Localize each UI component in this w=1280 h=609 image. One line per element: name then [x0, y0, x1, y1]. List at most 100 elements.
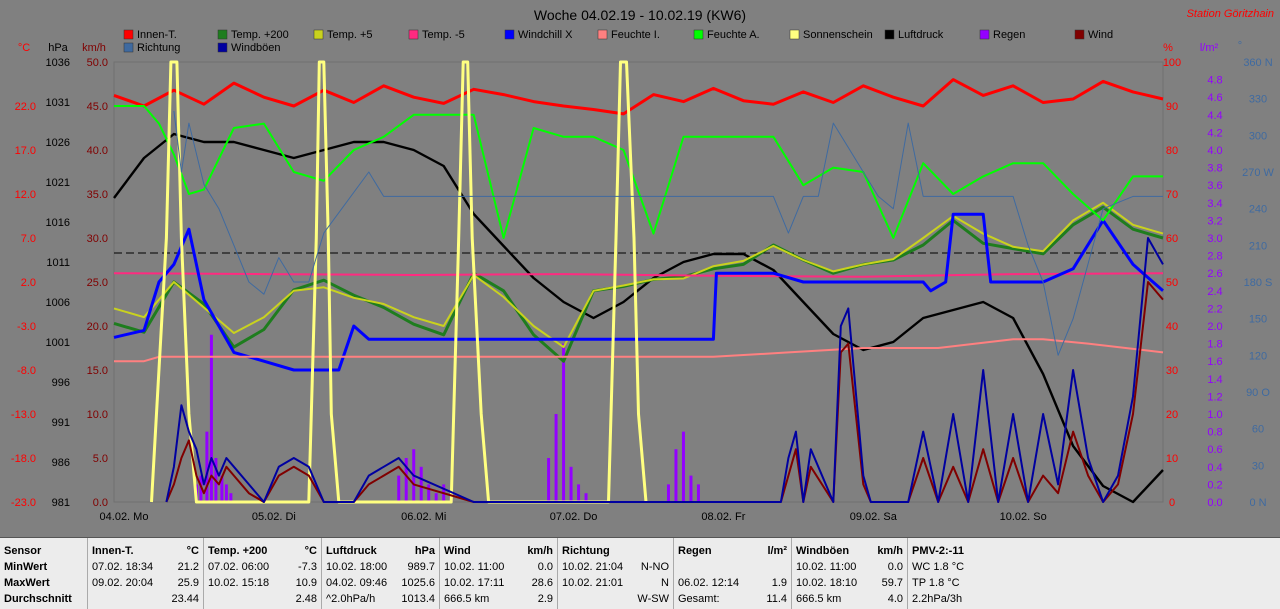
lm2-tick-label: 3.4: [1207, 198, 1222, 210]
percent-tick-label: 60: [1166, 233, 1178, 245]
legend-label: Windchill X: [518, 29, 573, 41]
series-line-feuchte_i: [114, 338, 1164, 363]
direction-tick-label: 30: [1252, 460, 1264, 472]
hpa-tick-label: 1021: [46, 177, 70, 189]
kmh-tick-label: 10.0: [87, 409, 108, 421]
celsius-tick-label: -8.0: [17, 365, 36, 377]
direction-tick-label: 180 S: [1244, 277, 1273, 289]
lm2-tick-label: 1.0: [1207, 409, 1222, 421]
stats-time: 10.02. 11:00: [796, 561, 857, 573]
celsius-tick-label: 7.0: [21, 233, 36, 245]
stats-value: 2.9: [537, 593, 553, 605]
legend-swatch: [217, 29, 228, 40]
percent-tick-label: 70: [1166, 189, 1178, 201]
celsius-tick-label: 12.0: [15, 189, 36, 201]
legend-label: Sonnenschein: [803, 29, 873, 41]
celsius-tick-label: 17.0: [15, 145, 36, 157]
celsius-tick-label: -13.0: [11, 409, 36, 421]
legend-swatch: [217, 42, 228, 53]
stats-time: 06.02. 12:14: [678, 577, 740, 589]
stats-value: 21.2: [177, 561, 199, 573]
percent-tick-label: 0: [1169, 497, 1175, 509]
stats-header: Temp. +200: [208, 545, 268, 557]
stats-time: 666.5 km: [444, 593, 490, 605]
stats-time: [208, 591, 296, 607]
stats-time: 10.02. 18:00: [326, 561, 388, 573]
stats-row-label: MaxWert: [4, 577, 50, 589]
stats-col-richtung: Richtung 10.02. 21:04 N-NO 10.02. 21:01 N …: [558, 538, 674, 609]
celsius-tick-label: -23.0: [11, 497, 36, 509]
lm2-tick-label: 0.8: [1207, 427, 1222, 439]
percent-tick-label: 80: [1166, 145, 1178, 157]
legend-label: Temp. +200: [231, 29, 289, 41]
legend-label: Regen: [993, 29, 1025, 41]
legend-swatch: [123, 42, 134, 53]
legend-label: Innen-T.: [137, 29, 177, 41]
unit-hpa: hPa: [48, 42, 68, 54]
stats-value: 23.44: [171, 593, 199, 605]
series-line-feuchte_a: [114, 105, 1163, 239]
lm2-tick-label: 2.6: [1207, 268, 1222, 280]
x-tick-label: 08.02. Fr: [701, 511, 745, 523]
stats-value: 28.6: [531, 577, 553, 589]
lm2-tick-label: 1.8: [1207, 339, 1222, 351]
direction-tick-label: 270 W: [1242, 167, 1274, 179]
stats-unit: km/h: [877, 545, 903, 557]
stats-time: ^2.0hPa/h: [326, 593, 376, 605]
percent-tick-label: 90: [1166, 101, 1178, 113]
hpa-tick-label: 1016: [46, 217, 70, 229]
stats-header: Luftdruck: [326, 545, 377, 557]
legend-swatch: [1074, 29, 1085, 40]
series-line-richtung: [173, 110, 1163, 356]
kmh-tick-label: 0.0: [93, 497, 108, 509]
lm2-tick-label: 4.4: [1207, 110, 1222, 122]
stats-time: TP 1.8 °C: [912, 577, 960, 589]
x-tick-label: 04.02. Mo: [100, 511, 149, 523]
x-tick-label: 05.02. Di: [252, 511, 296, 523]
x-tick-label: 10.02. So: [1000, 511, 1047, 523]
x-tick-label: 07.02. Do: [550, 511, 598, 523]
direction-tick-label: 210: [1249, 240, 1267, 252]
stats-time: WC 1.8 °C: [912, 561, 965, 573]
stats-value: 2.48: [295, 593, 317, 605]
kmh-tick-label: 25.0: [87, 277, 108, 289]
stats-time: 09.02. 20:04: [92, 577, 154, 589]
x-tick-label: 09.02. Sa: [850, 511, 898, 523]
stats-time: 666.5 km: [796, 593, 842, 605]
percent-tick-label: 10: [1166, 453, 1178, 465]
kmh-tick-label: 20.0: [87, 321, 108, 333]
hpa-tick-label: 1026: [46, 137, 70, 149]
lm2-tick-label: 3.2: [1207, 215, 1222, 227]
lm2-tick-label: 0.6: [1207, 444, 1222, 456]
stats-time: 10.02. 21:01: [562, 577, 624, 589]
unit-direction: °: [1238, 40, 1242, 52]
legend-label: Richtung: [137, 42, 180, 54]
stats-value: 4.0: [887, 593, 903, 605]
stats-unit: hPa: [414, 545, 435, 557]
percent-tick-label: 30: [1166, 365, 1178, 377]
kmh-tick-label: 45.0: [87, 101, 108, 113]
chart-title: Woche 04.02.19 - 10.02.19 (KW6): [534, 7, 746, 23]
stats-value: 0.0: [887, 561, 903, 573]
stats-header: Innen-T.: [92, 545, 134, 557]
lm2-tick-label: 0.0: [1207, 497, 1222, 509]
stats-time: 07.02. 06:00: [208, 561, 270, 573]
stats-time: [562, 591, 637, 607]
direction-tick-label: 60: [1252, 424, 1264, 436]
hpa-tick-label: 1001: [46, 337, 70, 349]
lm2-tick-label: 0.4: [1207, 462, 1222, 474]
direction-tick-label: 300: [1249, 130, 1267, 142]
stats-unit: l/m²: [767, 545, 787, 557]
stats-time: [678, 559, 787, 575]
stats-unit: km/h: [527, 545, 553, 557]
stats-time: 10.02. 11:00: [444, 561, 505, 573]
series: [113, 60, 1164, 504]
stats-time: 07.02. 18:34: [92, 561, 154, 573]
celsius-tick-label: -18.0: [11, 453, 36, 465]
stats-header: Richtung: [562, 545, 610, 557]
legend-swatch: [123, 29, 134, 40]
kmh-tick-label: 15.0: [87, 365, 108, 377]
series-line-sonne: [150, 60, 648, 504]
stats-col-wind: Wind km/h 10.02. 11:00 0.0 10.02. 17:11 28.…: [440, 538, 558, 609]
lm2-tick-label: 1.2: [1207, 391, 1222, 403]
